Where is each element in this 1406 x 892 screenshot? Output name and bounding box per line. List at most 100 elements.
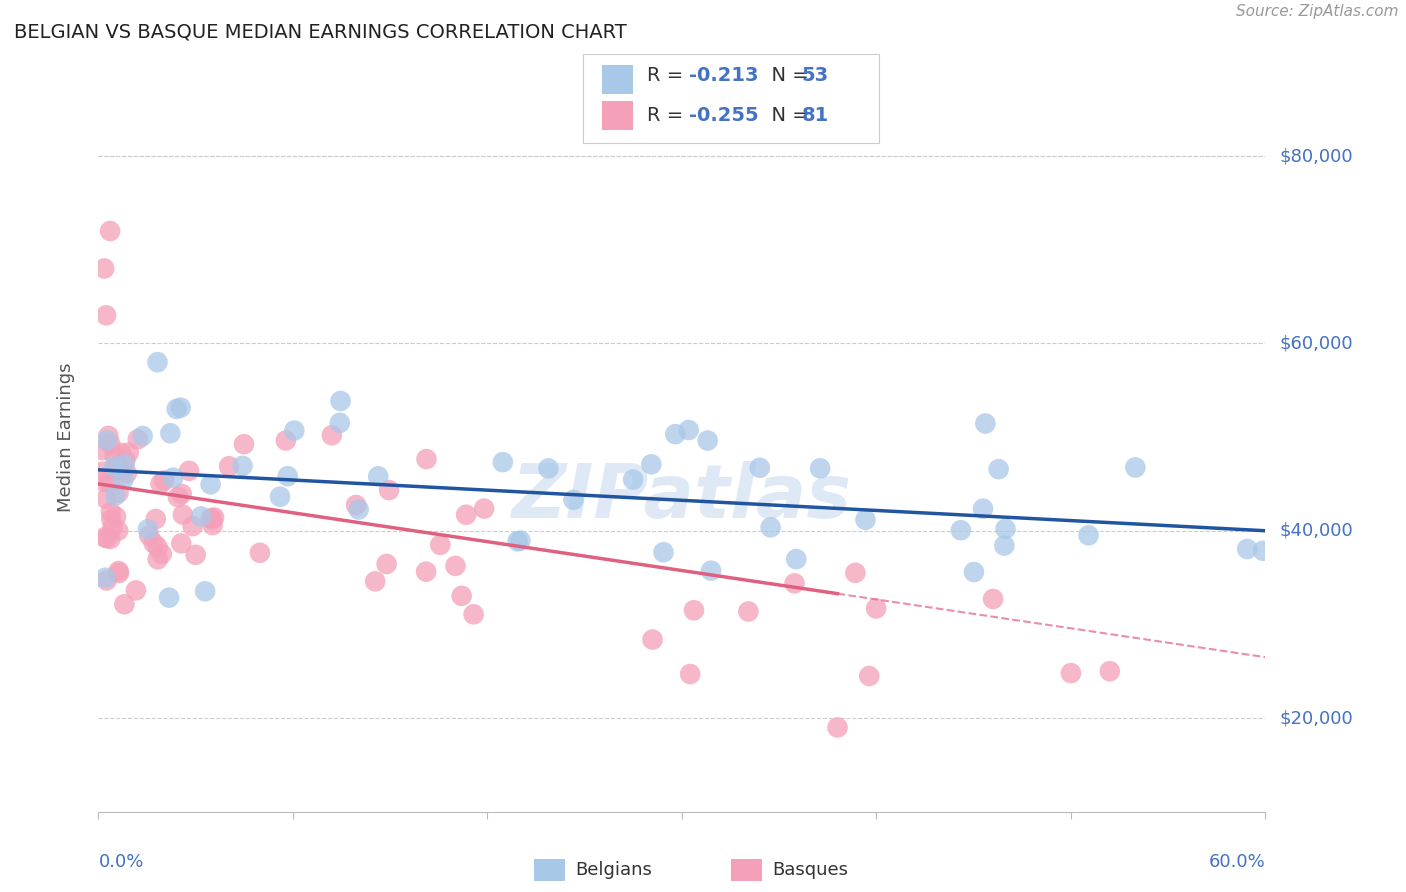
Point [172,508,194,522]
Point [858,669,880,683]
Text: BELGIAN VS BASQUE MEDIAN EARNINGS CORRELATION CHART: BELGIAN VS BASQUE MEDIAN EARNINGS CORREL… [14,22,627,41]
Y-axis label: Median Earnings: Median Earnings [56,362,75,512]
Point [114,453,136,467]
Point [472,501,495,516]
Point [201,518,224,533]
Point [1060,666,1083,681]
Point [149,476,172,491]
Point [131,429,153,443]
Point [233,437,256,451]
Point [166,401,188,416]
Point [96,434,118,448]
Point [200,511,222,525]
Point [321,428,343,442]
Point [456,508,478,522]
Text: ZIPatlas: ZIPatlas [512,460,852,533]
Point [1251,543,1274,558]
Point [375,557,398,571]
Point [415,565,437,579]
Point [107,564,129,578]
Point [1236,541,1258,556]
Point [274,434,297,448]
Point [96,574,118,588]
Point [157,591,180,605]
Point [329,394,352,409]
Point [347,502,370,516]
Point [783,576,806,591]
Point [159,426,181,441]
Point [104,489,127,503]
Text: $20,000: $20,000 [1279,709,1353,727]
Point [98,476,121,491]
Point [640,458,662,472]
Point [115,467,138,481]
Text: Basques: Basques [772,861,848,879]
Point [378,483,401,497]
Point [146,552,169,566]
Point [972,501,994,516]
Point [96,531,118,545]
Point [110,446,132,460]
Point [91,465,114,479]
Point [98,224,121,238]
Point [683,603,706,617]
Point [737,605,759,619]
Point [844,566,866,580]
Point [153,474,176,488]
Point [200,477,222,491]
Point [1123,460,1146,475]
Point [537,461,560,475]
Point [492,455,515,469]
Point [170,536,193,550]
Point [107,459,129,474]
Point [364,574,387,589]
Text: $80,000: $80,000 [1279,147,1353,165]
Point [808,461,831,475]
Text: R =: R = [647,66,689,85]
Point [429,538,451,552]
Point [146,540,169,554]
Point [277,469,299,483]
Point [138,528,160,542]
Point [987,462,1010,476]
Point [97,429,120,443]
Point [1077,528,1099,542]
Point [108,566,131,580]
Point [506,534,529,549]
Point [94,491,117,506]
Point [1098,664,1121,679]
Point [679,667,702,681]
Point [105,509,128,524]
Point [170,487,193,501]
Point [748,460,770,475]
Point [201,512,224,526]
Text: 81: 81 [801,106,828,125]
Point [949,523,972,537]
Point [974,417,997,431]
Point [114,458,136,472]
Point [150,547,173,561]
Point [621,473,644,487]
Text: N =: N = [759,66,815,85]
Text: Belgians: Belgians [575,861,652,879]
Point [104,449,127,463]
Point [678,423,700,437]
Text: -0.255: -0.255 [689,106,759,125]
Point [785,552,807,566]
Point [652,545,675,559]
Point [827,721,849,735]
Point [367,469,389,483]
Point [103,459,125,474]
Point [100,512,122,526]
Point [162,471,184,485]
Point [963,565,986,579]
Point [107,485,129,500]
Point [283,424,305,438]
Point [202,510,225,524]
Point [562,492,585,507]
Text: Source: ZipAtlas.com: Source: ZipAtlas.com [1236,4,1399,20]
Point [231,458,253,473]
Point [450,589,472,603]
Point [463,607,485,622]
Point [190,509,212,524]
